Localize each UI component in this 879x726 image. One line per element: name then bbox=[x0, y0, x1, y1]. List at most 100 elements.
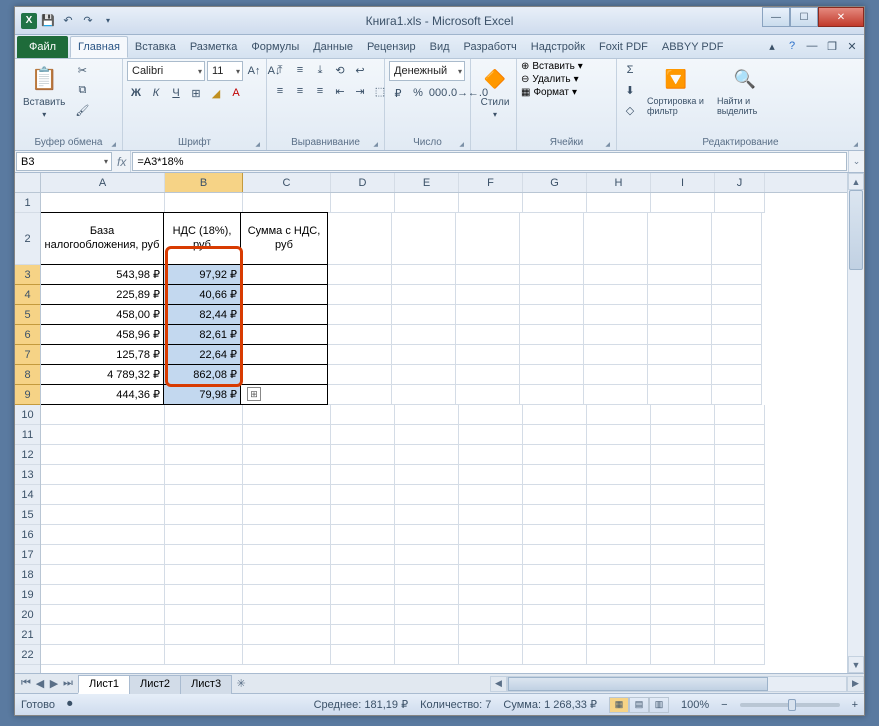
row-header[interactable]: 17 bbox=[15, 545, 40, 565]
italic-icon[interactable]: К bbox=[147, 84, 165, 102]
cell[interactable] bbox=[331, 605, 395, 625]
cell[interactable] bbox=[395, 565, 459, 585]
cell[interactable] bbox=[584, 325, 648, 345]
cell[interactable] bbox=[459, 505, 523, 525]
tab-foxit pdf[interactable]: Foxit PDF bbox=[592, 36, 655, 58]
number-format-combo[interactable]: Денежный bbox=[389, 61, 465, 81]
cell[interactable] bbox=[392, 325, 456, 345]
cell[interactable] bbox=[587, 193, 651, 213]
tab-главная[interactable]: Главная bbox=[70, 36, 128, 58]
row-header[interactable]: 4 bbox=[15, 285, 40, 305]
column-header[interactable]: A bbox=[41, 173, 165, 192]
vertical-scrollbar[interactable]: ▲ ▼ bbox=[847, 173, 864, 673]
cell[interactable] bbox=[523, 605, 587, 625]
cell[interactable] bbox=[395, 585, 459, 605]
cell[interactable] bbox=[240, 344, 328, 365]
cell[interactable] bbox=[587, 585, 651, 605]
cell[interactable] bbox=[331, 625, 395, 645]
cell[interactable] bbox=[395, 505, 459, 525]
cell[interactable] bbox=[41, 605, 165, 625]
zoom-level[interactable]: 100% bbox=[681, 699, 709, 711]
cell[interactable] bbox=[328, 345, 392, 365]
row-header[interactable]: 20 bbox=[15, 605, 40, 625]
cell[interactable] bbox=[584, 213, 648, 265]
cell[interactable]: 458,00 ₽ bbox=[41, 304, 164, 325]
row-header[interactable]: 7 bbox=[15, 345, 40, 365]
cell[interactable] bbox=[712, 365, 762, 385]
cell[interactable] bbox=[712, 385, 762, 405]
cell[interactable] bbox=[243, 545, 331, 565]
cell[interactable] bbox=[392, 305, 456, 325]
cell[interactable] bbox=[584, 365, 648, 385]
cell[interactable] bbox=[331, 585, 395, 605]
cell[interactable] bbox=[41, 645, 165, 665]
mdi-close-icon[interactable]: ✕ bbox=[844, 38, 860, 54]
cell[interactable] bbox=[392, 385, 456, 405]
cell[interactable] bbox=[712, 345, 762, 365]
cell[interactable] bbox=[165, 193, 243, 213]
cell[interactable] bbox=[328, 213, 392, 265]
mdi-minimize-icon[interactable]: — bbox=[804, 38, 820, 54]
cell[interactable] bbox=[240, 304, 328, 325]
cell[interactable] bbox=[395, 645, 459, 665]
cell[interactable] bbox=[395, 625, 459, 645]
cell[interactable] bbox=[520, 345, 584, 365]
cells-format-button[interactable]: ▦Формат ▾ bbox=[521, 87, 577, 98]
horizontal-scrollbar[interactable]: ◀ ▶ bbox=[250, 676, 864, 692]
scroll-right-icon[interactable]: ▶ bbox=[847, 676, 864, 692]
cell[interactable] bbox=[165, 505, 243, 525]
align-top-icon[interactable]: ⤒ bbox=[271, 61, 289, 79]
cell[interactable]: Сумма с НДС, руб bbox=[240, 212, 328, 265]
cell[interactable] bbox=[459, 565, 523, 585]
sort-filter-button[interactable]: 🔽 Сортировка и фильтр bbox=[643, 61, 709, 119]
cell[interactable] bbox=[459, 445, 523, 465]
row-header[interactable]: 13 bbox=[15, 465, 40, 485]
cell[interactable] bbox=[459, 585, 523, 605]
row-header[interactable]: 11 bbox=[15, 425, 40, 445]
save-icon[interactable]: 💾 bbox=[39, 12, 57, 30]
autosum-icon[interactable]: Σ bbox=[621, 61, 639, 79]
cell[interactable] bbox=[243, 525, 331, 545]
qat-dropdown-icon[interactable]: ▾ bbox=[99, 12, 117, 30]
scroll-down-icon[interactable]: ▼ bbox=[848, 656, 864, 673]
cell[interactable] bbox=[456, 345, 520, 365]
font-name-combo[interactable]: Calibri bbox=[127, 61, 205, 81]
cell[interactable] bbox=[523, 405, 587, 425]
orientation-icon[interactable]: ⟲ bbox=[331, 61, 349, 79]
cell[interactable] bbox=[392, 285, 456, 305]
font-color-icon[interactable]: A bbox=[227, 84, 245, 102]
cell[interactable]: 862,08 ₽ bbox=[163, 364, 241, 385]
cell[interactable] bbox=[165, 465, 243, 485]
cell[interactable] bbox=[587, 645, 651, 665]
cell[interactable] bbox=[523, 545, 587, 565]
cell[interactable] bbox=[523, 565, 587, 585]
row-header[interactable]: 16 bbox=[15, 525, 40, 545]
cell[interactable] bbox=[459, 425, 523, 445]
cell[interactable]: 125,78 ₽ bbox=[41, 344, 164, 365]
row-header[interactable]: 12 bbox=[15, 445, 40, 465]
cell[interactable] bbox=[651, 505, 715, 525]
cell[interactable] bbox=[587, 425, 651, 445]
cell[interactable] bbox=[523, 425, 587, 445]
cell[interactable] bbox=[331, 425, 395, 445]
comma-icon[interactable]: 000 bbox=[429, 84, 447, 102]
cell[interactable] bbox=[648, 305, 712, 325]
cell[interactable] bbox=[459, 625, 523, 645]
cell[interactable] bbox=[651, 485, 715, 505]
undo-icon[interactable]: ↶ bbox=[59, 12, 77, 30]
cell[interactable] bbox=[240, 264, 328, 285]
cell[interactable] bbox=[240, 324, 328, 345]
cell[interactable] bbox=[648, 325, 712, 345]
tab-вставка[interactable]: Вставка bbox=[128, 36, 183, 58]
cell[interactable] bbox=[456, 213, 520, 265]
cell[interactable] bbox=[587, 505, 651, 525]
tab-формулы[interactable]: Формулы bbox=[244, 36, 306, 58]
row-header[interactable]: 14 bbox=[15, 485, 40, 505]
cell[interactable]: 225,89 ₽ bbox=[41, 284, 164, 305]
cell[interactable] bbox=[651, 445, 715, 465]
cell[interactable] bbox=[456, 285, 520, 305]
row-header[interactable]: 2 bbox=[15, 213, 40, 265]
cells-delete-button[interactable]: ⊖Удалить ▾ bbox=[521, 74, 579, 85]
cell[interactable] bbox=[651, 545, 715, 565]
cell[interactable] bbox=[715, 445, 765, 465]
